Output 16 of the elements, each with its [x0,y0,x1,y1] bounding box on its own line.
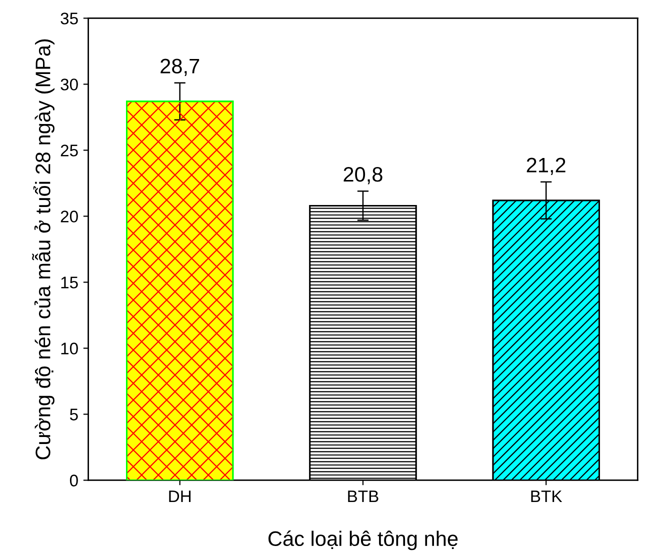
x-tick-label: BTB [348,490,378,502]
y-axis-title: Cường độ nén của mẫu ở tuổi 28 ngày (MPa) [32,39,54,460]
y-tick-label: 0 [70,474,78,486]
data-label: 21,2 [526,158,566,175]
y-tick-label: 35 [60,12,78,24]
y-tick-label: 20 [60,210,78,222]
data-label: 20,8 [344,166,382,184]
y-tick-label: 5 [70,408,78,420]
y-tick-label: 25 [60,144,78,156]
x-tick-label: DH [169,490,191,502]
y-tick-label: 30 [60,78,78,90]
x-tick-label: BTK [531,490,562,502]
x-axis-title: Các loại bê tông nhẹ [268,530,458,550]
y-tick-label: 15 [61,276,78,288]
data-label: 28,7 [160,58,200,76]
y-tick-label: 10 [61,342,78,354]
